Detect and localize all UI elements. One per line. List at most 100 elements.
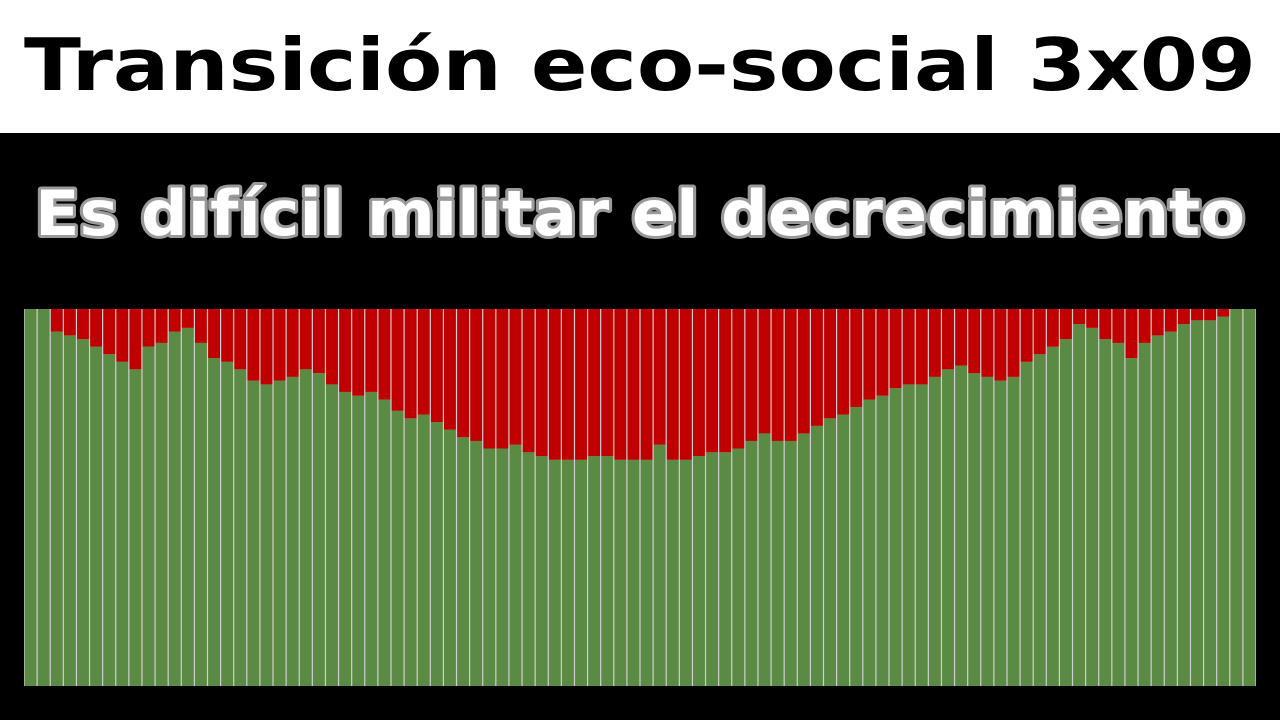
bar-segment (850, 309, 863, 408)
bar-segment (837, 414, 850, 686)
bar-segment (1020, 309, 1033, 362)
bar-segment (1138, 309, 1151, 343)
bar-segment (758, 433, 771, 686)
bar-segment (208, 309, 220, 359)
bar-segment (1099, 309, 1112, 340)
bar-segment (1046, 309, 1059, 347)
bar-segment (365, 391, 378, 686)
bar-segment (37, 309, 50, 686)
bar-segment (90, 346, 103, 686)
bar-segment (1204, 320, 1217, 686)
bar-segment (994, 380, 1007, 686)
bar-segment (1073, 309, 1086, 325)
bar-segment (1125, 309, 1138, 359)
bar-segment (260, 384, 273, 686)
bar-segment (784, 309, 797, 441)
bar-segment (483, 448, 496, 686)
bar-segment (509, 444, 522, 686)
bar-segment (968, 309, 981, 374)
bar-segment (457, 309, 470, 438)
bar-segment (391, 410, 404, 686)
bar-segment (601, 456, 614, 686)
bar-segment (693, 309, 705, 457)
bar-segment (1191, 320, 1203, 686)
bar-segment (339, 391, 352, 686)
bar-segment (1151, 309, 1164, 336)
bar-segment (1217, 316, 1230, 686)
bar-segment (745, 440, 758, 686)
bar-segment (522, 309, 535, 453)
bar-segment (876, 395, 889, 686)
bar-segment (470, 309, 483, 441)
bar-segment (679, 459, 692, 686)
bar-segment (994, 309, 1007, 381)
bar-segment (1138, 342, 1151, 686)
bar-segment (837, 309, 850, 415)
bar-segment (63, 335, 76, 686)
chart-subtitle: Es difícil militar el decrecimiento (35, 177, 1245, 250)
bar-segment (548, 309, 561, 460)
bar-segment (850, 407, 863, 686)
bar-segment (706, 309, 719, 453)
bar-segment (1007, 309, 1020, 377)
bar-segment (417, 414, 430, 686)
bar-segment (221, 361, 234, 686)
bars (24, 309, 1256, 686)
bar-segment (1046, 346, 1059, 686)
bar-segment (444, 309, 456, 430)
bar-segment (116, 309, 129, 362)
bar-segment (719, 452, 732, 686)
bar-segment (155, 309, 168, 343)
bar-segment (1217, 309, 1230, 317)
bar-segment (693, 456, 705, 686)
bar-segment (77, 309, 89, 340)
bar-segment (706, 452, 719, 686)
bar-segment (797, 309, 810, 434)
bar-segment (352, 395, 365, 686)
bar-segment (168, 309, 181, 332)
bar-segment (50, 331, 63, 686)
bar-segment (1033, 354, 1046, 686)
bar-segment (234, 309, 247, 370)
bar-segment (666, 309, 679, 460)
title-band (0, 0, 1280, 133)
bar-segment (378, 309, 391, 400)
bar-segment (221, 309, 234, 362)
bar-segment (824, 418, 836, 686)
bar-segment (430, 422, 443, 686)
bar-segment (24, 309, 37, 686)
bar-segment (1020, 361, 1033, 686)
bar-segment (732, 448, 745, 686)
bar-segment (955, 365, 968, 686)
bar-segment (588, 309, 601, 457)
bar-segment (1060, 309, 1072, 340)
bar-segment (902, 384, 915, 686)
bar-segment (771, 309, 784, 441)
bar-segment (299, 309, 312, 370)
bar-segment (758, 309, 771, 434)
bar-segment (876, 309, 889, 396)
bar-segment (1033, 309, 1046, 355)
bar-segment (614, 459, 627, 686)
bar-segment (1112, 342, 1125, 686)
bar-segment (575, 459, 587, 686)
bar-segment (666, 459, 679, 686)
bar-segment (90, 309, 103, 347)
bar-segment (719, 309, 732, 453)
bar-segment (378, 399, 391, 686)
bar-segment (1073, 324, 1086, 686)
bar-segment (640, 459, 653, 686)
bar-segment (247, 380, 260, 686)
bar-segment (1007, 376, 1020, 686)
bar-segment (548, 459, 561, 686)
bar-segment (561, 459, 574, 686)
bar-segment (1191, 309, 1203, 321)
bar-segment (771, 440, 784, 686)
bar-segment (614, 309, 627, 460)
bar-segment (247, 309, 260, 381)
bar-segment (129, 369, 142, 686)
bar-segment (391, 309, 404, 411)
bar-segment (1125, 358, 1138, 686)
bar-segment (784, 440, 797, 686)
bar-segment (679, 309, 692, 460)
